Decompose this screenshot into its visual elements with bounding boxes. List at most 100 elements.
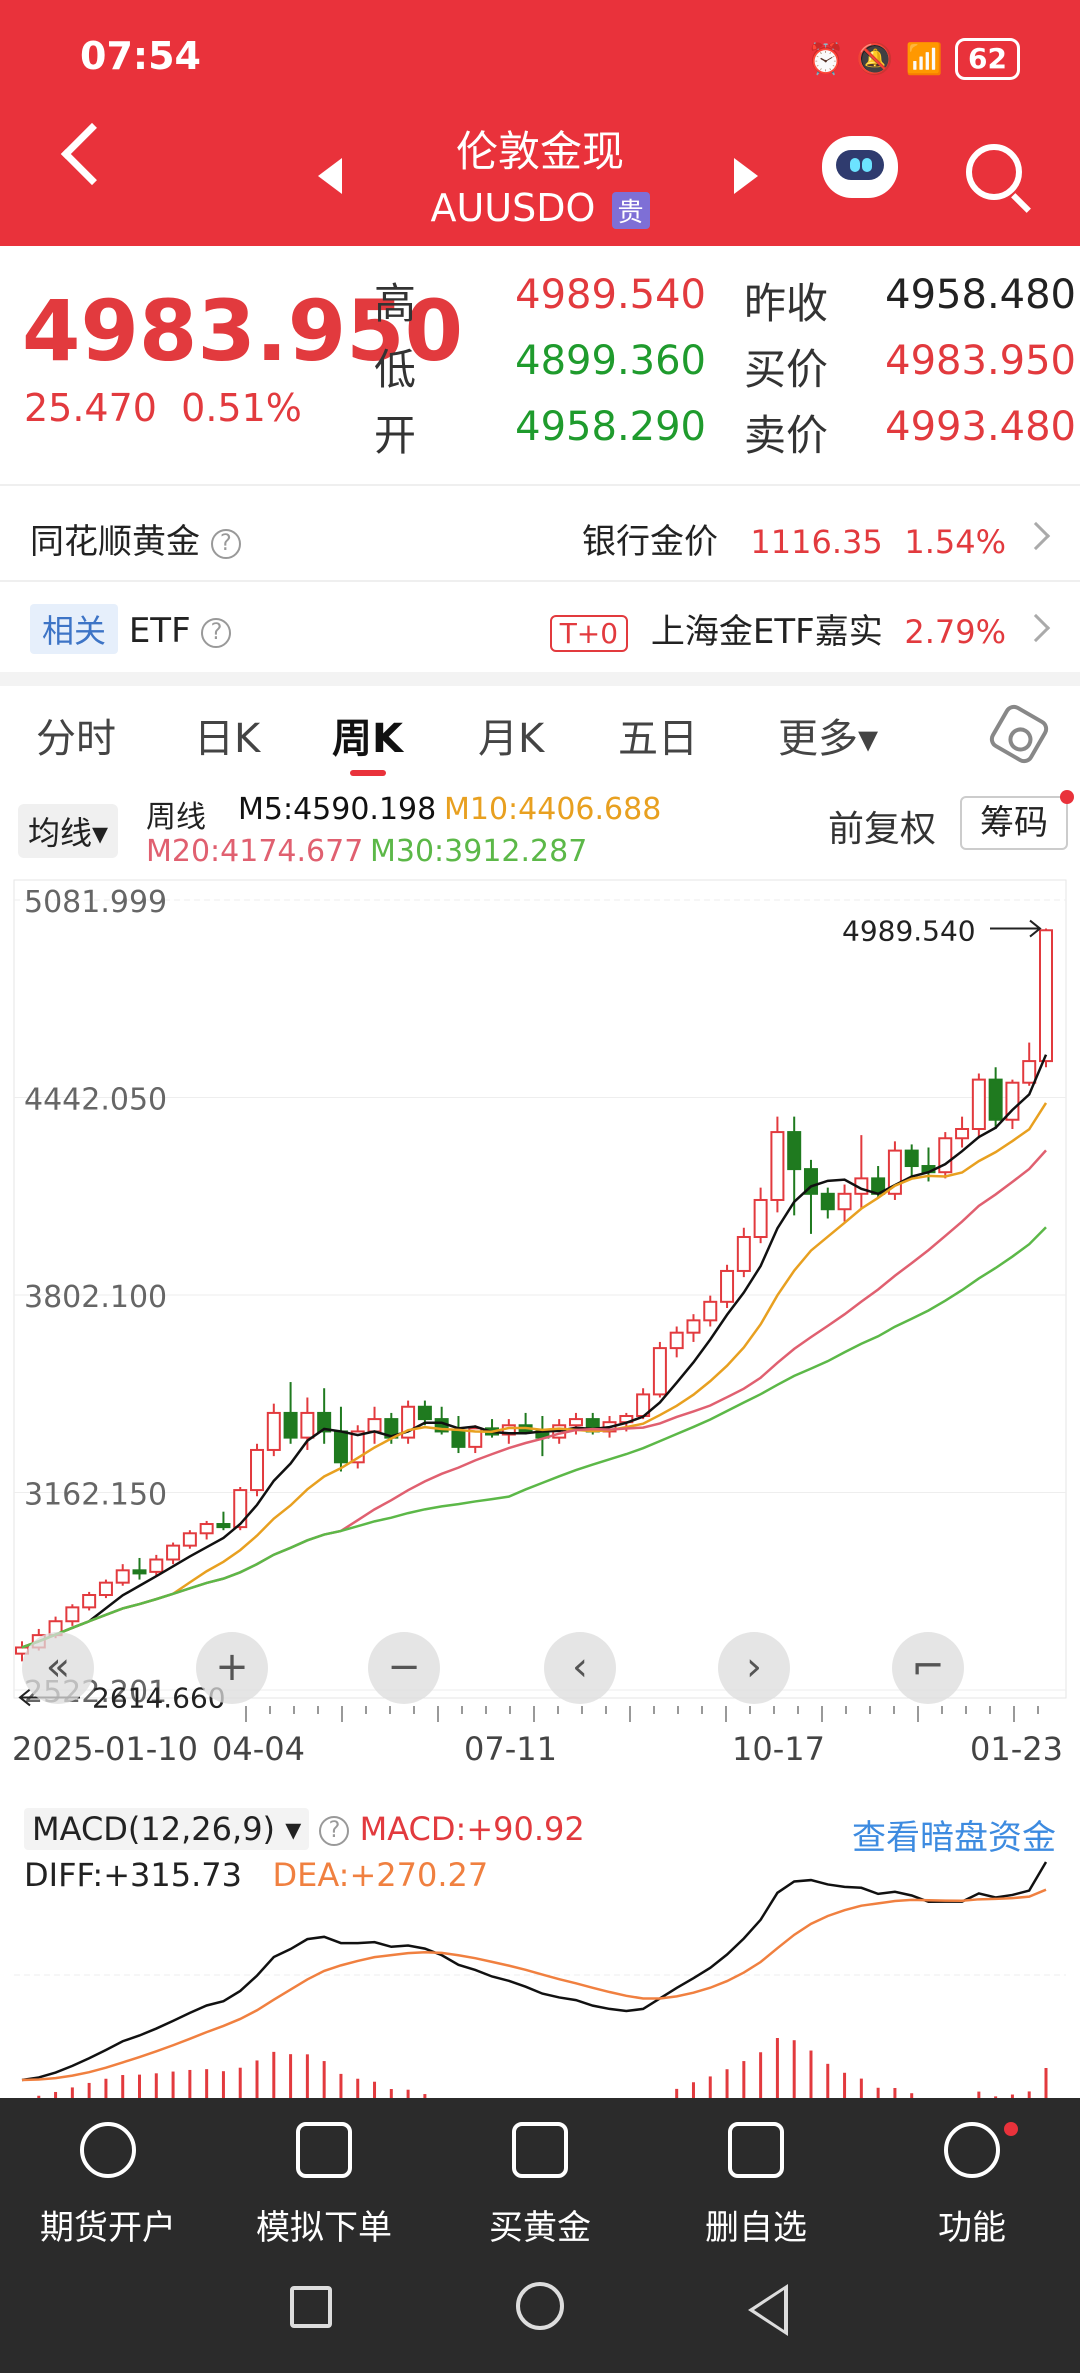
low-value: 4899.360 [515, 338, 706, 384]
bank-gold-pct: 1.54% [904, 523, 1006, 561]
bank-gold-value: 1116.35 [750, 523, 883, 561]
nav-functions[interactable]: 功能 [864, 2122, 1080, 2249]
ask-label: 卖价 [744, 411, 829, 460]
ma10-value: M10:4406.688 [444, 792, 662, 827]
candle-body [300, 1411, 315, 1439]
x-tick-label: 04-04 [212, 1730, 305, 1768]
doc-lines-icon [512, 2122, 568, 2178]
max-price-label: 4989.540 [842, 915, 976, 948]
x-tick-label: 01-23 [970, 1730, 1063, 1768]
change-percent: 0.51% [181, 386, 302, 430]
assistant-robot-icon[interactable] [822, 136, 898, 198]
nav-simulated-order[interactable]: 模拟下单 [216, 2122, 432, 2249]
min-arrow-head [18, 1688, 31, 1707]
status-time: 07:54 [80, 34, 201, 78]
ma-selector[interactable]: 均线▾ [18, 804, 119, 858]
ma20-value: M20:4174.677 [146, 834, 364, 869]
ma20-line [21, 1149, 1047, 1649]
recent-apps-icon[interactable] [290, 2286, 332, 2328]
chevron-right-icon [1021, 613, 1051, 643]
adjust-mode[interactable]: 前复权 [828, 809, 937, 850]
candle-body [568, 1418, 583, 1427]
candle-body [770, 1131, 785, 1201]
ask-value: 4993.480 [885, 404, 1076, 450]
bank-gold-price: 银行金价 1116.35 1.54% [582, 514, 1006, 563]
candle-body [720, 1269, 735, 1303]
system-back-icon[interactable] [748, 2284, 788, 2336]
candle-body [250, 1448, 265, 1492]
candle-body [149, 1558, 164, 1573]
tab-five-day[interactable]: 五日 [618, 716, 698, 762]
nav-label: 功能 [938, 2208, 1006, 2248]
open-label: 开 [374, 411, 417, 460]
nav-buy-gold[interactable]: 买黄金 [432, 2122, 648, 2249]
pen-circle-icon [80, 2122, 136, 2178]
candle-body [417, 1405, 432, 1421]
tab-daily-k[interactable]: 日K [194, 716, 261, 762]
tab-intraday[interactable]: 分时 [36, 716, 116, 762]
scroll-right-button[interactable]: › [718, 1632, 790, 1704]
zoom-out-button[interactable]: − [368, 1632, 440, 1704]
nav-open-account[interactable]: 期货开户 [0, 2122, 216, 2249]
candle-body [317, 1411, 332, 1433]
fullscreen-button[interactable]: ⌐ [892, 1632, 964, 1704]
menu-circle-icon [944, 2122, 1000, 2178]
x-tick-label: 2025-01-10 [12, 1730, 198, 1768]
macd-selector[interactable]: MACD(12,26,9) ▾ [24, 1808, 310, 1850]
nav-label: 模拟下单 [256, 2208, 392, 2248]
candle-body [182, 1532, 197, 1547]
candle-body [283, 1411, 298, 1439]
candle-body [216, 1523, 231, 1529]
t0-badge: T+0 [549, 615, 629, 652]
dark-pool-link[interactable]: 查看暗盘资金 [852, 1818, 1056, 1858]
ma5-line [21, 1054, 1048, 1649]
help-icon[interactable]: ? [319, 1816, 350, 1846]
notification-dot [1060, 790, 1074, 804]
gold-row[interactable]: 同花顺黄金 ? 银行金价 1116.35 1.54% [0, 484, 1080, 580]
candlestick-chart[interactable]: 5081.9994442.0503802.1003162.1502522.201… [0, 870, 1080, 1730]
candle-body [350, 1430, 365, 1464]
chips-button[interactable]: 筹码 [960, 796, 1068, 850]
tab-more[interactable]: 更多▾ [778, 716, 879, 762]
etf-label: ETF [128, 611, 191, 651]
current-price: 4983.950 [22, 282, 464, 380]
candle-body [451, 1430, 466, 1448]
candle-body [98, 1581, 113, 1597]
bid-value: 4983.950 [885, 338, 1076, 384]
help-icon[interactable]: ? [201, 617, 232, 648]
etf-row[interactable]: 相关 ETF ? T+0 上海金ETF嘉实 2.79% [0, 580, 1080, 672]
home-icon[interactable] [516, 2282, 564, 2330]
help-icon[interactable]: ? [210, 528, 241, 559]
prev-close-value: 4958.480 [885, 272, 1076, 318]
nav-label: 期货开户 [40, 2208, 176, 2248]
mute-icon: 🔕 [856, 41, 894, 77]
next-instrument-icon[interactable] [734, 158, 758, 194]
dea-value: DEA:+270.27 [272, 1856, 489, 1894]
x-tick-label: 10-17 [732, 1730, 825, 1768]
nav-remove-watchlist[interactable]: 删自选 [648, 2122, 864, 2249]
prev-instrument-icon[interactable] [318, 158, 342, 194]
etf-pct: 2.79% [904, 613, 1006, 651]
candle-body [904, 1149, 919, 1168]
symbol-code: AUUSDO [430, 186, 596, 230]
tab-monthly-k[interactable]: 月K [478, 716, 545, 762]
macd-chart [14, 1861, 1066, 2098]
search-icon[interactable] [966, 144, 1022, 200]
candle-body [787, 1131, 802, 1171]
category-tag: 贵 [611, 192, 650, 229]
tab-weekly-k[interactable]: 周K [332, 716, 403, 762]
alarm-icon: ⏰ [806, 41, 845, 77]
zoom-in-button[interactable]: + [196, 1632, 268, 1704]
bank-gold-label: 银行金价 [581, 522, 718, 562]
chart-frame [13, 879, 1067, 1699]
candle-body [266, 1411, 281, 1451]
candle-body [820, 1192, 835, 1211]
candle-body [65, 1606, 80, 1623]
bid-label: 买价 [744, 345, 829, 394]
period-tabs: 分时 日K 周K 月K 五日 更多▾ [0, 706, 1080, 776]
scroll-start-button[interactable]: « [22, 1632, 94, 1704]
candle-body [1039, 929, 1053, 1063]
scroll-left-button[interactable]: ‹ [544, 1632, 616, 1704]
price-change: 25.470 0.51% [24, 386, 302, 430]
battery-indicator: 62 [955, 38, 1020, 80]
